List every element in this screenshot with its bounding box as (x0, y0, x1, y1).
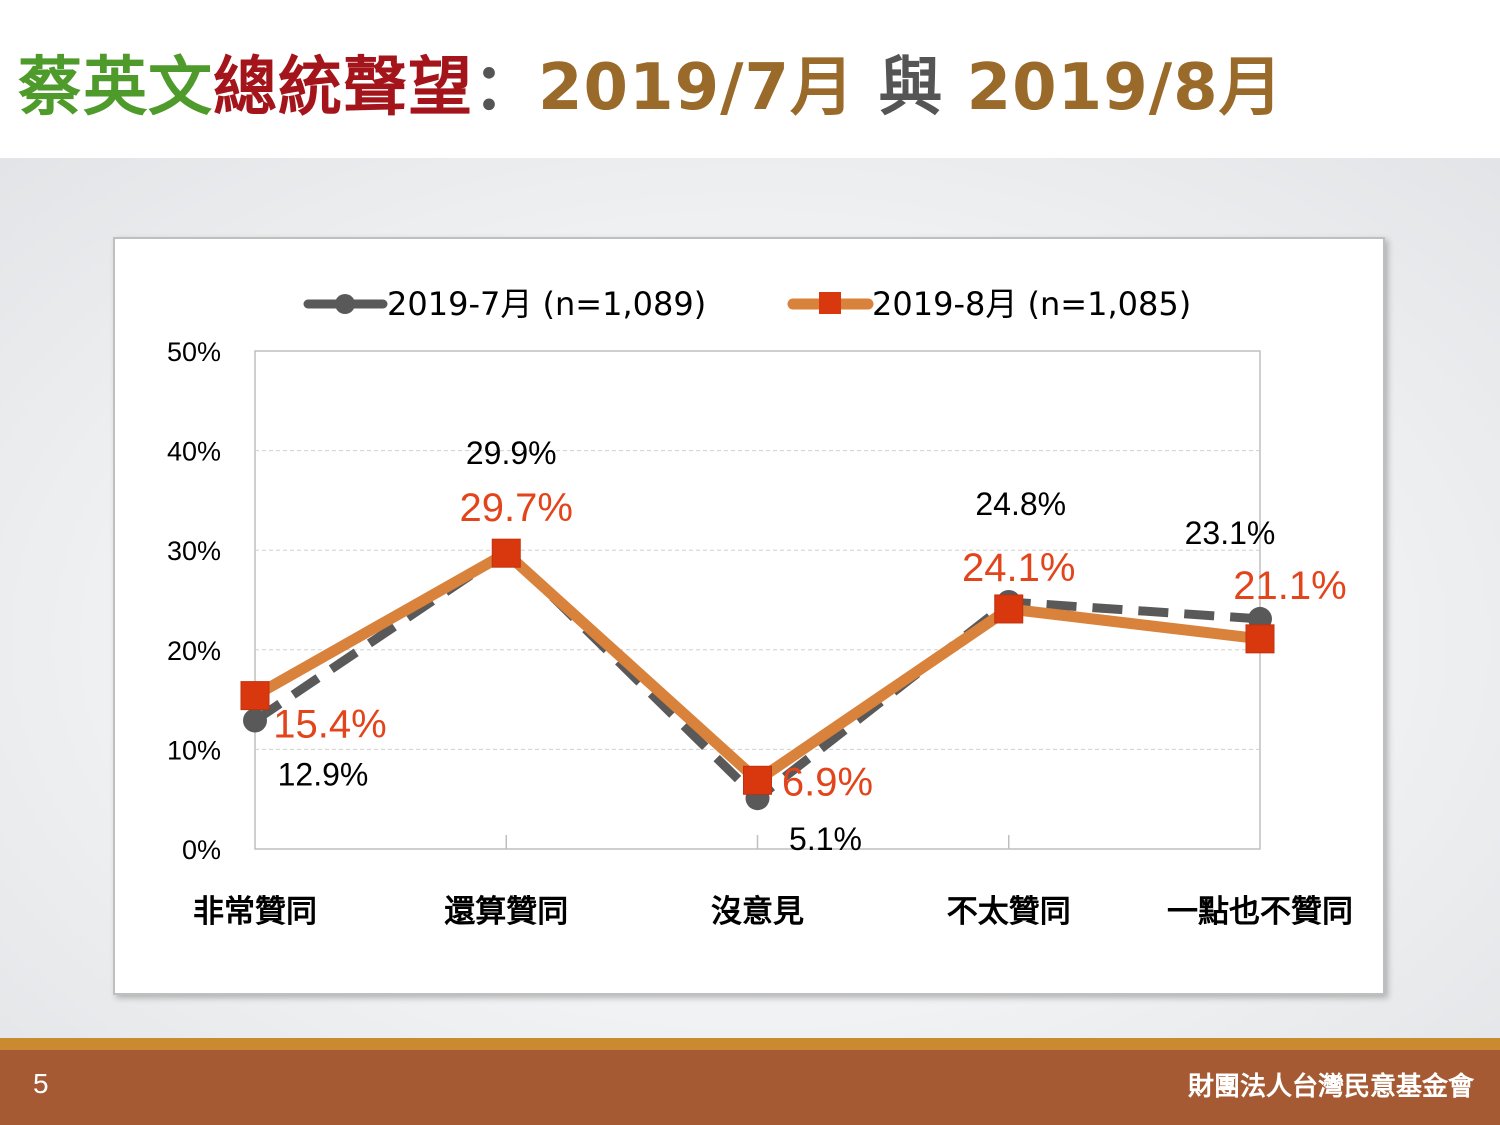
page-number: 5 (33, 1068, 49, 1099)
title-and: 與 (878, 51, 944, 125)
data-label-2019-08: 6.9% (782, 760, 873, 804)
data-label-2019-08: 21.1% (1233, 564, 1346, 608)
title-president-name: 蔡英文 (18, 51, 213, 125)
x-category-label: 沒意見 (711, 894, 804, 930)
series-point-2019-08 (743, 765, 772, 795)
series-point-2019-07 (243, 708, 267, 733)
legend-marker-2019-08 (819, 292, 841, 314)
chart-frame (113, 237, 1385, 995)
organization-name: 財團法人台灣民意基金會 (1187, 1072, 1474, 1102)
y-tick-label: 50% (167, 337, 221, 367)
series-line-2019-07 (252, 546, 1261, 803)
data-label-2019-07: 29.9% (466, 435, 557, 471)
series-point-2019-08 (240, 681, 270, 711)
legend-marker-2019-07 (335, 294, 355, 314)
legend-label-2019-07: 2019-7月 (n=1,089) (387, 285, 706, 323)
data-label-2019-08: 15.4% (273, 703, 386, 747)
y-tick-label: 20% (167, 636, 221, 666)
data-label-2019-07: 5.1% (789, 821, 862, 857)
y-tick-label: 0% (182, 835, 221, 865)
slide-title: 蔡英文總統聲望：2019/7月 與 2019/8月 (18, 38, 1284, 138)
series-point-2019-08 (491, 538, 521, 568)
title-period-1: 2019/7月 (538, 51, 856, 125)
data-label-2019-07: 24.8% (975, 486, 1066, 522)
x-category-label: 還算贊同 (444, 894, 568, 930)
x-category-label: 不太贊同 (947, 894, 1071, 930)
title-colon: ： (473, 51, 538, 125)
data-label-2019-08: 24.1% (962, 546, 1075, 590)
title-bar: 蔡英文總統聲望：2019/7月 與 2019/8月 (0, 0, 1500, 158)
x-category-label: 非常贊同 (193, 894, 317, 930)
series-line-2019-08 (252, 546, 1261, 788)
data-label-2019-08: 29.7% (460, 486, 573, 530)
y-tick-label: 30% (167, 536, 221, 566)
x-category-label: 一點也不贊同 (1167, 894, 1353, 930)
footer-bar (0, 1050, 1500, 1125)
y-tick-label: 40% (167, 437, 221, 467)
series-point-2019-08 (1245, 624, 1275, 654)
series-point-2019-08 (994, 594, 1024, 624)
data-label-2019-07: 23.1% (1185, 515, 1276, 551)
footer-stripe (0, 1038, 1500, 1050)
title-approval: 總統聲望 (213, 51, 473, 125)
data-label-2019-07: 12.9% (278, 757, 369, 793)
legend-label-2019-08: 2019-8月 (n=1,085) (872, 285, 1191, 323)
title-period-2: 2019/8月 (966, 51, 1284, 125)
y-tick-label: 10% (167, 735, 221, 765)
